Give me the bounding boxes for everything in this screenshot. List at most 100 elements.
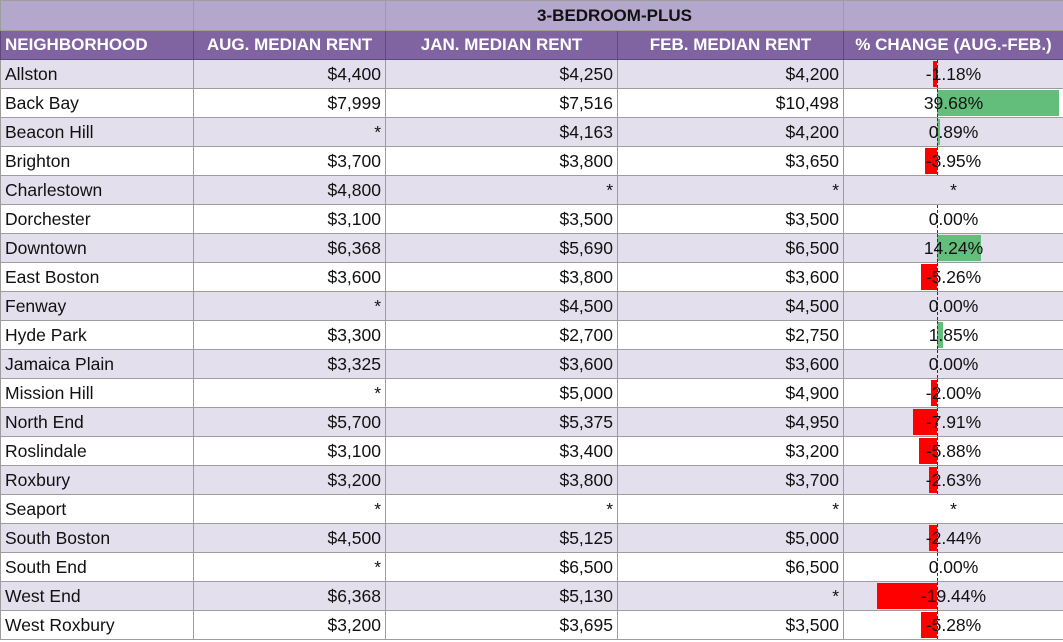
header-feb-median-rent[interactable]: FEB. MEDIAN RENT — [617, 30, 844, 60]
neighborhood-cell[interactable]: Roxbury — [0, 465, 194, 495]
aug-rent-cell[interactable]: $3,300 — [193, 320, 386, 350]
feb-rent-cell[interactable]: $3,500 — [617, 204, 844, 234]
aug-rent-cell[interactable]: $5,700 — [193, 407, 386, 437]
empty-cell[interactable] — [0, 0, 194, 31]
aug-rent-cell[interactable]: $6,368 — [193, 233, 386, 263]
neighborhood-cell[interactable]: Hyde Park — [0, 320, 194, 350]
feb-rent-cell[interactable]: $3,500 — [617, 610, 844, 640]
feb-rent-cell[interactable]: $4,200 — [617, 59, 844, 89]
neighborhood-cell[interactable]: Back Bay — [0, 88, 194, 118]
aug-rent-cell[interactable]: * — [193, 494, 386, 524]
feb-rent-cell[interactable]: $3,650 — [617, 146, 844, 176]
feb-rent-cell[interactable]: $2,750 — [617, 320, 844, 350]
pct-change-cell[interactable]: 14.24% — [843, 233, 1063, 263]
feb-rent-cell[interactable]: $4,950 — [617, 407, 844, 437]
jan-rent-cell[interactable]: $3,500 — [385, 204, 618, 234]
neighborhood-cell[interactable]: Downtown — [0, 233, 194, 263]
pct-change-cell[interactable]: -1.18% — [843, 59, 1063, 89]
aug-rent-cell[interactable]: $4,400 — [193, 59, 386, 89]
pct-change-cell[interactable]: 0.00% — [843, 291, 1063, 321]
aug-rent-cell[interactable]: $3,700 — [193, 146, 386, 176]
aug-rent-cell[interactable]: $3,100 — [193, 436, 386, 466]
header-pct-change[interactable]: % CHANGE (AUG.-FEB.) — [843, 30, 1063, 60]
jan-rent-cell[interactable]: $2,700 — [385, 320, 618, 350]
jan-rent-cell[interactable]: $3,800 — [385, 262, 618, 292]
jan-rent-cell[interactable]: $5,375 — [385, 407, 618, 437]
aug-rent-cell[interactable]: $3,100 — [193, 204, 386, 234]
pct-change-cell[interactable]: -3.95% — [843, 146, 1063, 176]
jan-rent-cell[interactable]: $3,800 — [385, 465, 618, 495]
neighborhood-cell[interactable]: Roslindale — [0, 436, 194, 466]
jan-rent-cell[interactable]: $6,500 — [385, 552, 618, 582]
aug-rent-cell[interactable]: $3,200 — [193, 465, 386, 495]
aug-rent-cell[interactable]: $3,200 — [193, 610, 386, 640]
aug-rent-cell[interactable]: $7,999 — [193, 88, 386, 118]
table-title[interactable]: 3-BEDROOM-PLUS — [385, 0, 844, 31]
aug-rent-cell[interactable]: * — [193, 117, 386, 147]
jan-rent-cell[interactable]: $5,000 — [385, 378, 618, 408]
neighborhood-cell[interactable]: South End — [0, 552, 194, 582]
pct-change-cell[interactable]: 0.00% — [843, 349, 1063, 379]
neighborhood-cell[interactable]: Jamaica Plain — [0, 349, 194, 379]
pct-change-cell[interactable]: 0.00% — [843, 204, 1063, 234]
aug-rent-cell[interactable]: $4,800 — [193, 175, 386, 205]
neighborhood-cell[interactable]: Seaport — [0, 494, 194, 524]
neighborhood-cell[interactable]: Charlestown — [0, 175, 194, 205]
pct-change-cell[interactable]: -2.63% — [843, 465, 1063, 495]
jan-rent-cell[interactable]: $5,125 — [385, 523, 618, 553]
header-neighborhood[interactable]: NEIGHBORHOOD — [0, 30, 194, 60]
feb-rent-cell[interactable]: $6,500 — [617, 233, 844, 263]
empty-cell[interactable] — [193, 0, 386, 31]
pct-change-cell[interactable]: -5.88% — [843, 436, 1063, 466]
feb-rent-cell[interactable]: * — [617, 494, 844, 524]
feb-rent-cell[interactable]: $4,900 — [617, 378, 844, 408]
aug-rent-cell[interactable]: $6,368 — [193, 581, 386, 611]
feb-rent-cell[interactable]: $10,498 — [617, 88, 844, 118]
jan-rent-cell[interactable]: $3,800 — [385, 146, 618, 176]
pct-change-cell[interactable]: 0.00% — [843, 552, 1063, 582]
neighborhood-cell[interactable]: South Boston — [0, 523, 194, 553]
jan-rent-cell[interactable]: $4,500 — [385, 291, 618, 321]
pct-change-cell[interactable]: -5.28% — [843, 610, 1063, 640]
jan-rent-cell[interactable]: $3,695 — [385, 610, 618, 640]
neighborhood-cell[interactable]: Fenway — [0, 291, 194, 321]
jan-rent-cell[interactable]: $5,130 — [385, 581, 618, 611]
aug-rent-cell[interactable]: * — [193, 291, 386, 321]
aug-rent-cell[interactable]: $4,500 — [193, 523, 386, 553]
jan-rent-cell[interactable]: * — [385, 175, 618, 205]
neighborhood-cell[interactable]: Brighton — [0, 146, 194, 176]
neighborhood-cell[interactable]: Allston — [0, 59, 194, 89]
pct-change-cell[interactable]: 1.85% — [843, 320, 1063, 350]
jan-rent-cell[interactable]: $3,400 — [385, 436, 618, 466]
feb-rent-cell[interactable]: * — [617, 581, 844, 611]
neighborhood-cell[interactable]: East Boston — [0, 262, 194, 292]
feb-rent-cell[interactable]: $4,500 — [617, 291, 844, 321]
pct-change-cell[interactable]: * — [843, 175, 1063, 205]
pct-change-cell[interactable]: -2.44% — [843, 523, 1063, 553]
pct-change-cell[interactable]: -2.00% — [843, 378, 1063, 408]
feb-rent-cell[interactable]: $3,200 — [617, 436, 844, 466]
aug-rent-cell[interactable]: $3,325 — [193, 349, 386, 379]
jan-rent-cell[interactable]: $3,600 — [385, 349, 618, 379]
pct-change-cell[interactable]: * — [843, 494, 1063, 524]
feb-rent-cell[interactable]: $3,600 — [617, 262, 844, 292]
neighborhood-cell[interactable]: West Roxbury — [0, 610, 194, 640]
pct-change-cell[interactable]: -19.44% — [843, 581, 1063, 611]
neighborhood-cell[interactable]: Beacon Hill — [0, 117, 194, 147]
feb-rent-cell[interactable]: * — [617, 175, 844, 205]
empty-cell[interactable] — [843, 0, 1063, 31]
jan-rent-cell[interactable]: $7,516 — [385, 88, 618, 118]
pct-change-cell[interactable]: -7.91% — [843, 407, 1063, 437]
pct-change-cell[interactable]: 39.68% — [843, 88, 1063, 118]
header-aug-median-rent[interactable]: AUG. MEDIAN RENT — [193, 30, 386, 60]
feb-rent-cell[interactable]: $3,600 — [617, 349, 844, 379]
neighborhood-cell[interactable]: Dorchester — [0, 204, 194, 234]
header-jan-median-rent[interactable]: JAN. MEDIAN RENT — [385, 30, 618, 60]
neighborhood-cell[interactable]: North End — [0, 407, 194, 437]
aug-rent-cell[interactable]: * — [193, 378, 386, 408]
jan-rent-cell[interactable]: $4,250 — [385, 59, 618, 89]
feb-rent-cell[interactable]: $6,500 — [617, 552, 844, 582]
jan-rent-cell[interactable]: * — [385, 494, 618, 524]
jan-rent-cell[interactable]: $4,163 — [385, 117, 618, 147]
feb-rent-cell[interactable]: $3,700 — [617, 465, 844, 495]
